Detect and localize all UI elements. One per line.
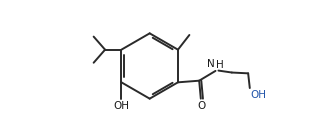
Text: OH: OH <box>251 90 267 100</box>
Text: N: N <box>207 59 215 69</box>
Text: O: O <box>198 101 206 111</box>
Text: OH: OH <box>114 101 129 111</box>
Text: H: H <box>216 60 224 70</box>
